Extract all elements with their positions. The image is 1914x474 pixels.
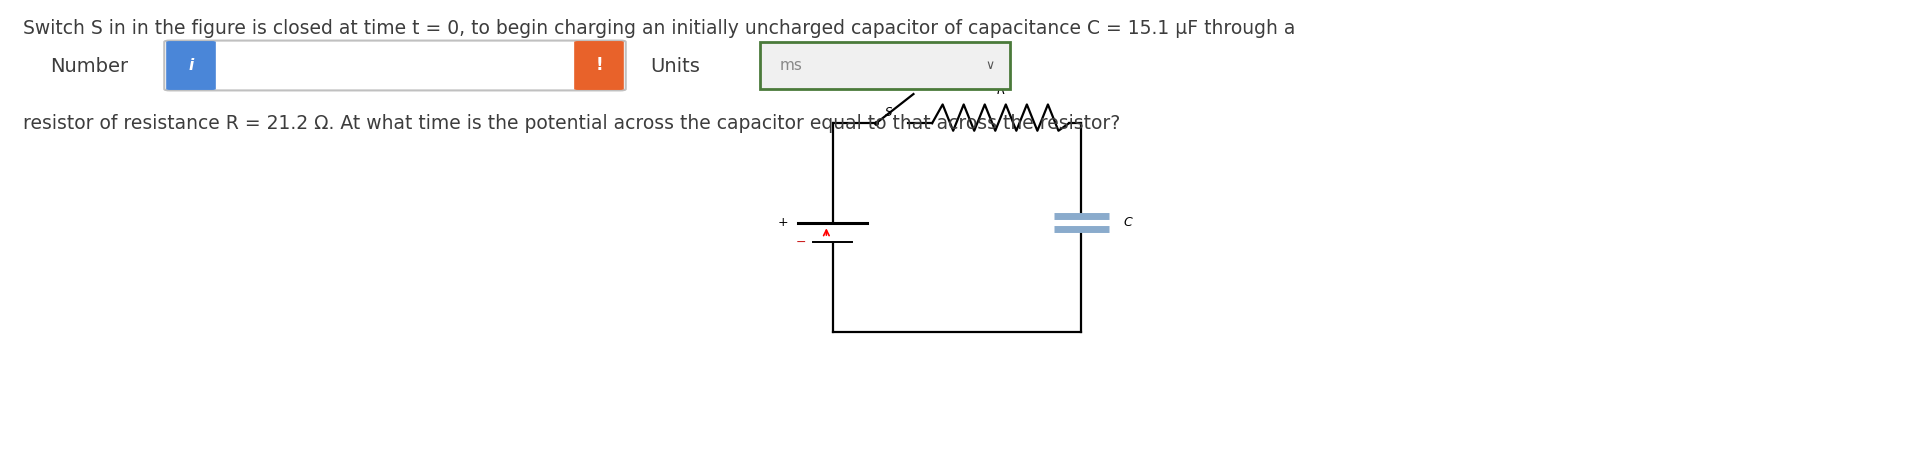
- Text: Number: Number: [50, 56, 128, 75]
- Text: C: C: [1124, 216, 1133, 229]
- Text: resistor of resistance R = 21.2 Ω. At what time is the potential across the capa: resistor of resistance R = 21.2 Ω. At wh…: [23, 114, 1120, 133]
- Text: S: S: [884, 106, 892, 119]
- Text: +: +: [777, 216, 789, 229]
- FancyBboxPatch shape: [165, 41, 626, 91]
- Text: i: i: [188, 58, 193, 73]
- FancyBboxPatch shape: [574, 41, 624, 90]
- Text: ∨: ∨: [986, 59, 995, 72]
- Text: −: −: [796, 236, 806, 249]
- FancyBboxPatch shape: [760, 42, 1011, 89]
- FancyBboxPatch shape: [167, 41, 216, 90]
- Text: ms: ms: [779, 58, 802, 73]
- Text: !: !: [595, 56, 603, 74]
- Text: Units: Units: [651, 56, 701, 75]
- Text: Switch S in in the figure is closed at time t = 0, to begin charging an initiall: Switch S in in the figure is closed at t…: [23, 19, 1296, 38]
- Text: R: R: [995, 84, 1005, 97]
